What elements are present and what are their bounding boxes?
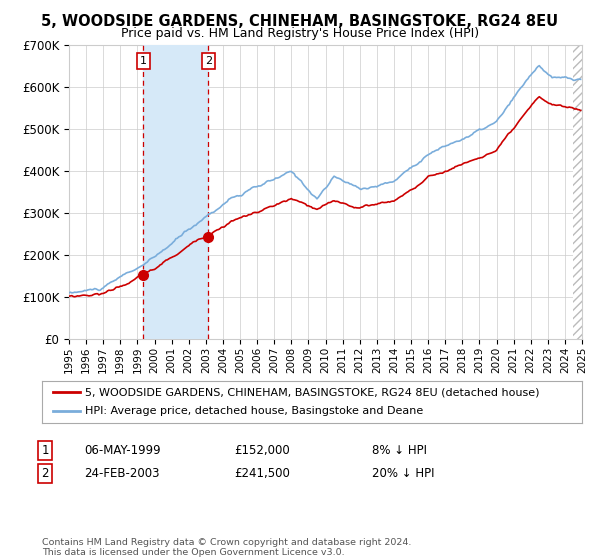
Text: 06-MAY-1999: 06-MAY-1999	[84, 444, 161, 458]
Text: Price paid vs. HM Land Registry's House Price Index (HPI): Price paid vs. HM Land Registry's House …	[121, 27, 479, 40]
Text: Contains HM Land Registry data © Crown copyright and database right 2024.
This d: Contains HM Land Registry data © Crown c…	[42, 538, 412, 557]
Text: 2: 2	[205, 56, 212, 66]
Text: HPI: Average price, detached house, Basingstoke and Deane: HPI: Average price, detached house, Basi…	[85, 407, 424, 417]
Text: 5, WOODSIDE GARDENS, CHINEHAM, BASINGSTOKE, RG24 8EU: 5, WOODSIDE GARDENS, CHINEHAM, BASINGSTO…	[41, 14, 559, 29]
Bar	[574, 45, 590, 339]
Text: 24-FEB-2003: 24-FEB-2003	[84, 466, 160, 480]
Text: 20% ↓ HPI: 20% ↓ HPI	[372, 466, 434, 480]
Text: 2: 2	[41, 466, 49, 480]
Bar	[143, 45, 208, 339]
Text: £241,500: £241,500	[234, 466, 290, 480]
Text: £152,000: £152,000	[234, 444, 290, 458]
Text: 1: 1	[140, 56, 147, 66]
Text: 8% ↓ HPI: 8% ↓ HPI	[372, 444, 427, 458]
Bar	[574, 45, 590, 339]
Text: 5, WOODSIDE GARDENS, CHINEHAM, BASINGSTOKE, RG24 8EU (detached house): 5, WOODSIDE GARDENS, CHINEHAM, BASINGSTO…	[85, 387, 540, 397]
Text: 1: 1	[41, 444, 49, 458]
